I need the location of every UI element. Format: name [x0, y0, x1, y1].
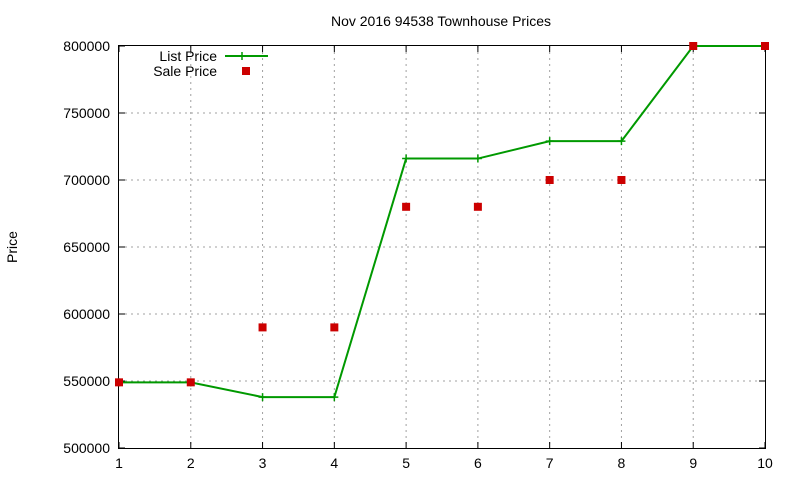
y-axis-label: Price [4, 231, 20, 263]
list-price-marker [545, 137, 554, 146]
x-tick-label: 7 [546, 455, 554, 471]
sale-price-point [330, 323, 339, 332]
list-price-marker [330, 393, 339, 402]
legend-label-list-price: List Price [159, 48, 217, 64]
y-tick-label: 800000 [63, 38, 110, 54]
sale-price-point [761, 42, 769, 50]
y-tick-label: 500000 [63, 440, 110, 456]
plot-frame [118, 45, 766, 449]
sale-price-point [115, 378, 123, 387]
list-price-marker [473, 154, 482, 163]
list-price-marker [258, 393, 267, 402]
legend-marker-sale-price [242, 67, 250, 75]
tick-labels: 1 2 3 4 5 6 7 8 9 10 500000 550000 600000 650000 70000… [63, 38, 773, 471]
sale-price-point [186, 378, 195, 387]
y-tick-label: 650000 [63, 239, 110, 255]
sale-price-point [545, 176, 554, 184]
x-tick-label: 6 [474, 455, 482, 471]
x-tick-label: 5 [402, 455, 410, 471]
series-layer [115, 42, 769, 402]
sale-price-point [258, 323, 267, 332]
y-tick-label: 700000 [63, 172, 110, 188]
grid [119, 46, 765, 448]
chart-title: Nov 2016 94538 Townhouse Prices [331, 13, 551, 29]
x-tick-label: 2 [187, 455, 195, 471]
y-tick-label: 550000 [63, 373, 110, 389]
x-tick-label: 8 [618, 455, 626, 471]
x-tick-label: 4 [330, 455, 338, 471]
legend-label-sale-price: Sale Price [153, 63, 217, 79]
y-tick-label: 750000 [63, 105, 110, 121]
x-tick-label: 1 [115, 455, 123, 471]
sale-price-point [402, 202, 411, 211]
sale-price-point [689, 42, 698, 50]
list-price-marker [617, 137, 626, 146]
y-tick-label: 600000 [63, 306, 110, 322]
legend: List Price Sale Price [153, 48, 268, 79]
list-price-marker [402, 154, 411, 163]
list-price-line [119, 45, 765, 399]
legend-marker-list-price [238, 52, 246, 60]
sale-price-point [617, 176, 626, 184]
sale-price-point [473, 202, 482, 211]
x-tick-label: 3 [259, 455, 267, 471]
x-tick-label: 9 [689, 455, 697, 471]
x-tick-label: 10 [757, 455, 773, 471]
